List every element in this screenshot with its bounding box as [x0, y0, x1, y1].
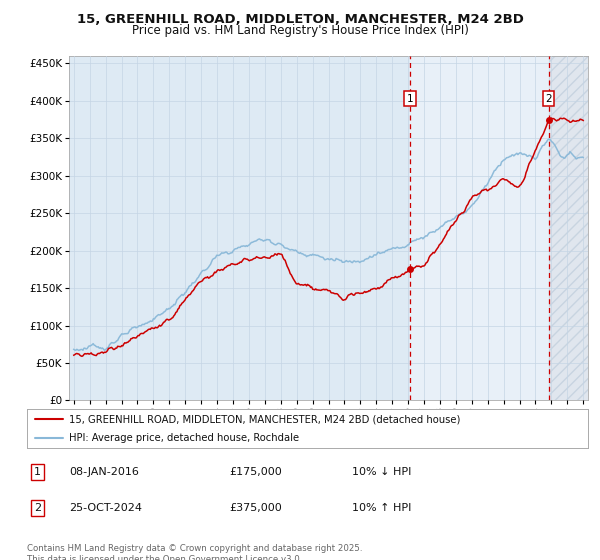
Text: £375,000: £375,000 — [229, 503, 282, 513]
Bar — [548, 56, 599, 400]
Text: 25-OCT-2024: 25-OCT-2024 — [69, 503, 142, 513]
Bar — [548, 56, 599, 400]
Text: 2: 2 — [34, 503, 41, 513]
Text: 15, GREENHILL ROAD, MIDDLETON, MANCHESTER, M24 2BD: 15, GREENHILL ROAD, MIDDLETON, MANCHESTE… — [77, 13, 523, 26]
Text: 2: 2 — [545, 94, 552, 104]
Text: 1: 1 — [34, 467, 41, 477]
Text: £175,000: £175,000 — [229, 467, 282, 477]
Text: 10% ↑ HPI: 10% ↑ HPI — [352, 503, 412, 513]
Text: Contains HM Land Registry data © Crown copyright and database right 2025.
This d: Contains HM Land Registry data © Crown c… — [27, 544, 362, 560]
Text: Price paid vs. HM Land Registry's House Price Index (HPI): Price paid vs. HM Land Registry's House … — [131, 24, 469, 37]
Text: 1: 1 — [406, 94, 413, 104]
Text: 10% ↓ HPI: 10% ↓ HPI — [352, 467, 412, 477]
Text: 08-JAN-2016: 08-JAN-2016 — [69, 467, 139, 477]
Text: 15, GREENHILL ROAD, MIDDLETON, MANCHESTER, M24 2BD (detached house): 15, GREENHILL ROAD, MIDDLETON, MANCHESTE… — [69, 414, 460, 424]
Bar — [410, 56, 548, 400]
Text: HPI: Average price, detached house, Rochdale: HPI: Average price, detached house, Roch… — [69, 433, 299, 443]
